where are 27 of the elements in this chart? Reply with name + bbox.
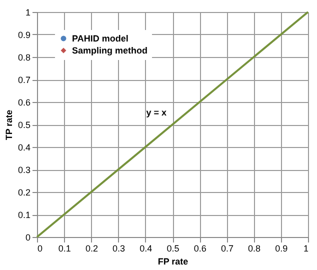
y-tick-label: 0.1 (18, 210, 30, 220)
x-tick-label: 0.1 (58, 244, 71, 254)
x-tick-label: 0.5 (166, 244, 180, 254)
x-tick-label: 0.7 (220, 244, 234, 254)
y-axis-title: TP rate (4, 110, 14, 140)
y-tick-label: 0 (25, 232, 30, 242)
x-tick-label: 0.4 (140, 244, 152, 254)
y-tick-label: 0.6 (18, 98, 30, 108)
x-tick-label: 0.8 (248, 244, 261, 254)
y-tick-label: 1 (25, 8, 30, 18)
y-tick-label: 0.7 (18, 75, 30, 85)
x-tick-label: 0 (38, 244, 43, 254)
y-tick-label: 0.9 (18, 30, 30, 40)
x-tick-label: 0.6 (194, 244, 206, 254)
y-tick-label: 0.5 (18, 120, 30, 130)
legend-label: PAHID model (72, 34, 128, 44)
y-tick-label: 0.4 (18, 142, 30, 152)
y-tick-label: 0.3 (18, 165, 30, 175)
x-tick-label: 1 (303, 244, 308, 254)
y-tick-label: 0.8 (18, 52, 30, 62)
x-tick-label: 0.2 (85, 244, 98, 254)
legend-label: Sampling method (72, 46, 148, 56)
x-axis-title: FP rate (158, 256, 188, 266)
series-label: y = x (146, 108, 166, 118)
x-tick-label: 0.9 (275, 244, 288, 254)
y-tick-label: 0.2 (18, 188, 30, 198)
x-tick-label: 0.3 (112, 244, 126, 254)
